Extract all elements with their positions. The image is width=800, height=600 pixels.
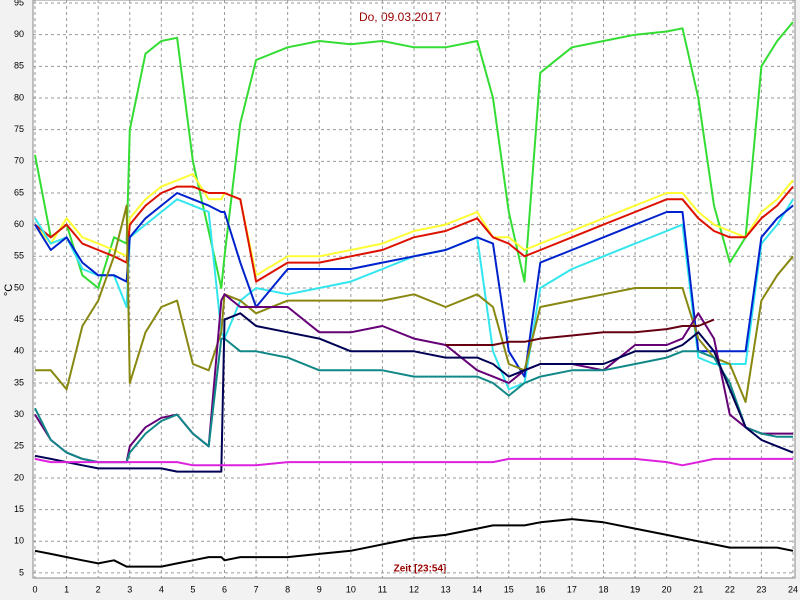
y-tick-label: 35 [14,377,24,387]
y-tick-label: 60 [14,219,24,229]
series-line [445,318,715,346]
series-line [34,312,794,473]
x-tick-label: 19 [630,584,640,594]
series-line [34,21,794,289]
x-tick-label: 16 [535,584,545,594]
y-tick-label: 15 [14,504,24,514]
x-tick-label: 21 [693,584,703,594]
x-tick-label: 4 [159,584,164,594]
y-tick-label: 40 [14,346,24,356]
x-tick-label: 22 [725,584,735,594]
x-tick-label: 12 [409,584,419,594]
x-tick-label: 18 [598,584,608,594]
x-tick-label: 3 [127,584,132,594]
x-tick-label: 17 [567,584,577,594]
y-tick-label: 55 [14,251,24,261]
y-tick-label: 80 [14,92,24,102]
chart-title: Do, 09.03.2017 [359,10,441,24]
x-tick-label: 23 [756,584,766,594]
y-tick-label: 75 [14,124,24,134]
y-tick-label: 95 [14,0,24,7]
x-tick-label: 0 [32,584,37,594]
series-line [34,457,793,467]
series-line [34,337,793,464]
x-tick-label: 13 [441,584,451,594]
x-axis-label: Zeit [23:54] [394,564,447,575]
x-tick-label: 11 [378,584,387,594]
y-tick-label: 65 [14,187,24,197]
x-tick-label: 14 [472,584,482,594]
series-line [35,204,794,403]
y-tick-label: 5 [19,567,24,577]
y-tick-label: 20 [14,472,24,482]
x-tick-label: 8 [285,584,290,594]
x-tick-label: 6 [222,584,227,594]
y-tick-label: 90 [14,29,24,39]
y-tick-label: 25 [14,441,24,451]
x-tick-label: 9 [317,584,322,594]
x-tick-label: 20 [662,584,672,594]
y-tick-label: 10 [14,536,24,546]
x-tick-label: 7 [254,584,259,594]
series-line [34,518,794,568]
y-tick-label: 30 [14,409,24,419]
x-tick-label: 2 [96,584,101,594]
y-tick-label: 50 [14,282,24,292]
x-tick-label: 1 [64,584,69,594]
x-tick-label: 24 [788,584,798,594]
y-tick-label: 70 [14,156,24,166]
y-axis-label: °C [3,284,15,296]
x-tick-label: 5 [190,584,195,594]
x-tick-label: 15 [504,584,514,594]
y-tick-label: 85 [14,61,24,71]
x-tick-label: 10 [346,584,356,594]
y-tick-label: 45 [14,314,24,324]
